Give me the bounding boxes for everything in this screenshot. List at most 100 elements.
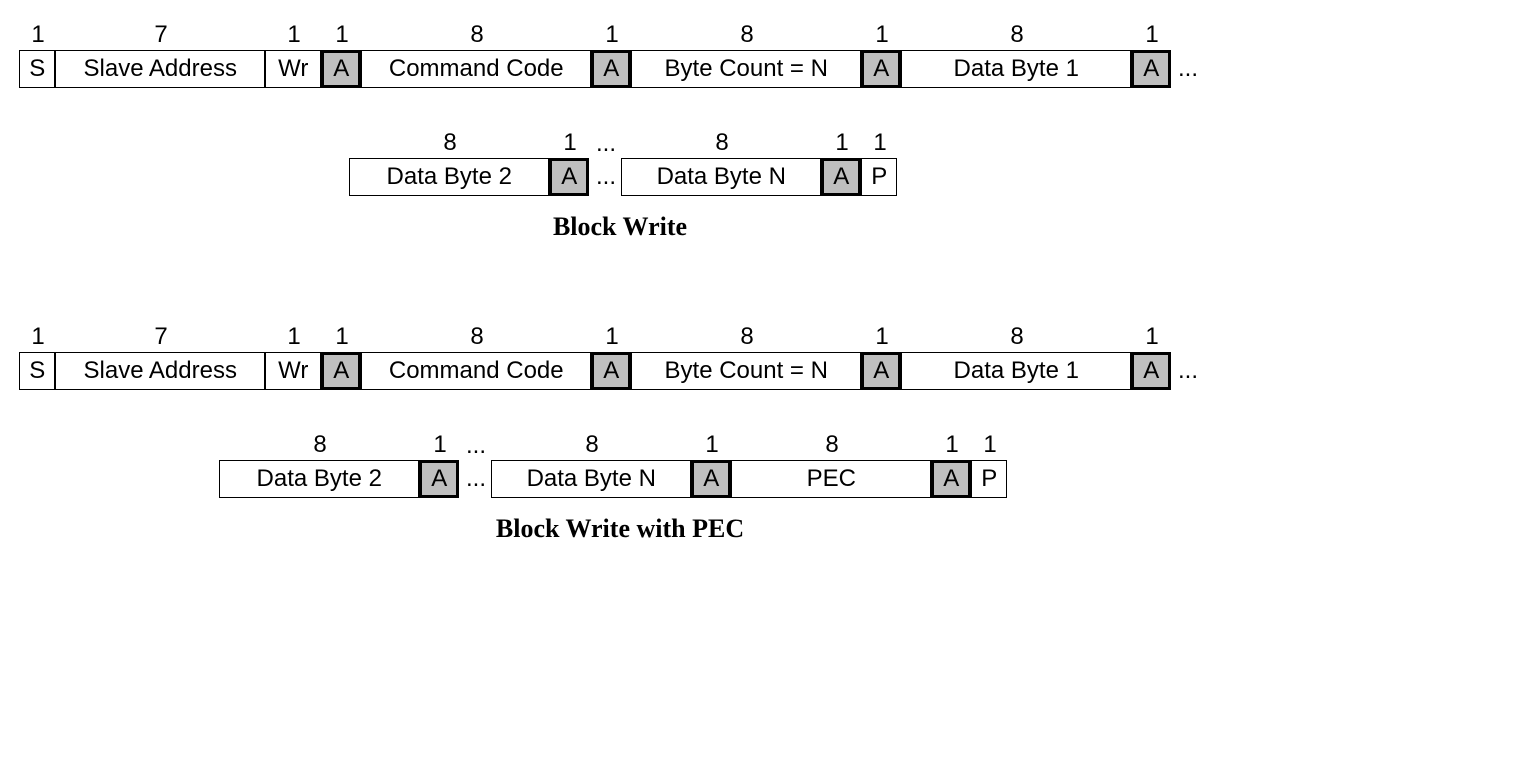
field-group: 1S: [20, 322, 56, 390]
ack-cell: A: [591, 352, 631, 390]
bit-count-label: 1: [266, 20, 322, 50]
field-group: 8Byte Count = N: [632, 322, 862, 390]
continuation-dots: ...: [1172, 322, 1204, 390]
field-cell: Data Byte 1: [901, 50, 1131, 88]
field-group: 1A: [1132, 322, 1172, 390]
ack-cell: A: [691, 460, 731, 498]
bit-count-label: 7: [56, 20, 266, 50]
field-group: 1A: [322, 20, 362, 88]
bit-count-label: 8: [622, 128, 822, 158]
field-cell: S: [19, 50, 55, 88]
field-group: 1A: [1132, 20, 1172, 88]
ack-cell: A: [1131, 50, 1171, 88]
bit-count-label: 8: [632, 20, 862, 50]
block-write-pec-caption: Block Write with PEC: [20, 514, 1220, 544]
bit-count-label: 8: [732, 430, 932, 460]
block-write-pec-row1: 1S7Slave Address1Wr1A8Command Code1A8Byt…: [20, 322, 1507, 390]
bit-count-label: 1: [822, 128, 862, 158]
ack-cell: A: [321, 352, 361, 390]
dots-bottom: ...: [460, 460, 492, 498]
bit-count-label: 1: [592, 20, 632, 50]
bit-count-label: 8: [632, 322, 862, 352]
field-group: 1A: [592, 322, 632, 390]
ack-cell: A: [1131, 352, 1171, 390]
field-group: 8PEC: [732, 430, 932, 498]
bit-count-label: 1: [20, 20, 56, 50]
field-group: 8Data Byte 2: [350, 128, 550, 196]
field-cell: Slave Address: [55, 50, 265, 88]
continuation-dots: ...: [1172, 20, 1204, 88]
bit-count-label: 1: [550, 128, 590, 158]
dots-bottom: ...: [1172, 352, 1204, 390]
bit-count-label: 1: [420, 430, 460, 460]
smbus-diagram: 1S7Slave Address1Wr1A8Command Code1A8Byt…: [20, 20, 1507, 544]
bit-count-label: 1: [932, 430, 972, 460]
dots-top: ...: [590, 128, 622, 158]
field-cell: Data Byte 2: [349, 158, 549, 196]
continuation-dots: ......: [460, 430, 492, 498]
field-group: 1A: [862, 20, 902, 88]
field-group: 8Data Byte 2: [220, 430, 420, 498]
block-write-section: 1S7Slave Address1Wr1A8Command Code1A8Byt…: [20, 20, 1507, 242]
bit-count-label: 8: [220, 430, 420, 460]
bit-count-label: 1: [862, 128, 898, 158]
bit-count-label: 1: [862, 322, 902, 352]
ack-cell: A: [591, 50, 631, 88]
bit-count-label: 7: [56, 322, 266, 352]
ack-cell: A: [861, 50, 901, 88]
block-write-pec-section: 1S7Slave Address1Wr1A8Command Code1A8Byt…: [20, 322, 1507, 544]
ack-cell: A: [549, 158, 589, 196]
field-cell: Data Byte N: [491, 460, 691, 498]
bit-count-label: 8: [902, 322, 1132, 352]
field-cell: Command Code: [361, 352, 591, 390]
field-group: 1A: [822, 128, 862, 196]
block-write-caption: Block Write: [20, 212, 1220, 242]
bit-count-label: 1: [592, 322, 632, 352]
dots-top: [1182, 322, 1194, 352]
field-group: 8Data Byte N: [492, 430, 692, 498]
block-write-pec-row2: 8Data Byte 21A......8Data Byte N1A8PEC1A…: [20, 430, 1507, 498]
field-cell: Command Code: [361, 50, 591, 88]
field-cell: S: [19, 352, 55, 390]
dots-top: [1182, 20, 1194, 50]
continuation-dots: ......: [590, 128, 622, 196]
bit-count-label: 8: [902, 20, 1132, 50]
dots-top: ...: [460, 430, 492, 460]
field-cell: Byte Count = N: [631, 352, 861, 390]
field-cell: Data Byte N: [621, 158, 821, 196]
field-cell: PEC: [731, 460, 931, 498]
bit-count-label: 8: [362, 20, 592, 50]
bit-count-label: 1: [266, 322, 322, 352]
ack-cell: A: [861, 352, 901, 390]
field-group: 8Command Code: [362, 20, 592, 88]
bit-count-label: 8: [350, 128, 550, 158]
field-cell: Data Byte 1: [901, 352, 1131, 390]
field-group: 7Slave Address: [56, 322, 266, 390]
field-group: 1A: [420, 430, 460, 498]
field-group: 8Data Byte 1: [902, 322, 1132, 390]
field-group: 1A: [862, 322, 902, 390]
field-group: 1A: [932, 430, 972, 498]
bit-count-label: 1: [1132, 20, 1172, 50]
ack-cell: A: [419, 460, 459, 498]
field-group: 1A: [322, 322, 362, 390]
field-group: 1A: [550, 128, 590, 196]
field-group: 1P: [972, 430, 1008, 498]
field-group: 8Byte Count = N: [632, 20, 862, 88]
field-group: 8Data Byte N: [622, 128, 822, 196]
field-group: 1S: [20, 20, 56, 88]
field-cell: P: [861, 158, 897, 196]
field-cell: Byte Count = N: [631, 50, 861, 88]
field-group: 8Data Byte 1: [902, 20, 1132, 88]
field-group: 1A: [592, 20, 632, 88]
ack-cell: A: [821, 158, 861, 196]
bit-count-label: 1: [322, 20, 362, 50]
field-cell: Wr: [265, 352, 321, 390]
field-group: 7Slave Address: [56, 20, 266, 88]
bit-count-label: 1: [20, 322, 56, 352]
bit-count-label: 1: [972, 430, 1008, 460]
bit-count-label: 1: [322, 322, 362, 352]
block-write-row2: 8Data Byte 21A......8Data Byte N1A1P: [20, 128, 1507, 196]
field-cell: Slave Address: [55, 352, 265, 390]
bit-count-label: 1: [862, 20, 902, 50]
